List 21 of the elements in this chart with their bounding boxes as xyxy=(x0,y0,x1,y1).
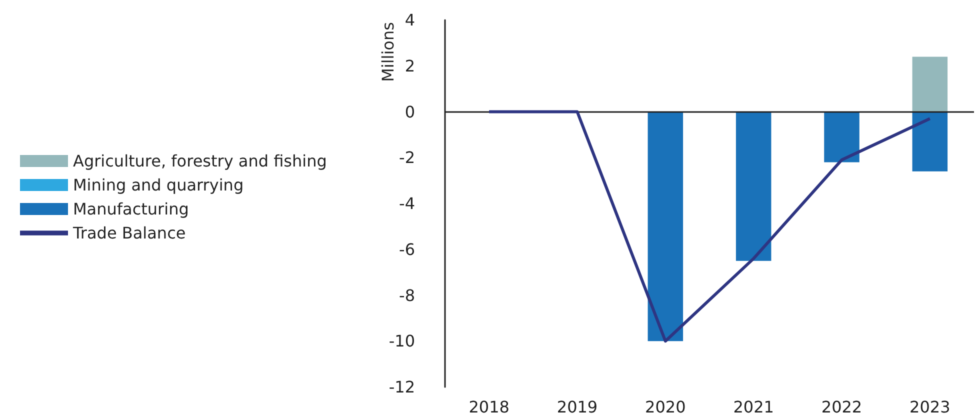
x-tick-label: 2019 xyxy=(556,398,598,416)
x-tick-label: 2020 xyxy=(645,398,686,416)
y-tick-label: -6 xyxy=(399,240,415,259)
y-tick-label: -10 xyxy=(388,332,415,351)
y-tick-label: -8 xyxy=(399,286,415,305)
legend-label: Agriculture, forestry and fishing xyxy=(73,152,327,170)
x-tick-label: 2018 xyxy=(468,398,510,416)
y-tick-label: 4 xyxy=(404,10,415,30)
y-axis-title: Millions xyxy=(378,22,398,82)
y-tick-label: 2 xyxy=(404,56,415,76)
legend-label: Trade Balance xyxy=(72,224,186,242)
line-series xyxy=(488,110,932,343)
x-tick-label: 2022 xyxy=(821,398,862,416)
y-tick-label: -4 xyxy=(399,194,415,213)
x-tick-label: 2023 xyxy=(910,398,950,416)
legend-label: Manufacturing xyxy=(73,200,189,218)
y-tick-label: -12 xyxy=(388,378,415,396)
legend-label: Mining and quarrying xyxy=(73,176,244,194)
x-tick-label: 2021 xyxy=(733,398,774,416)
y-tick-label: 0 xyxy=(404,102,415,122)
y-tick-label: -2 xyxy=(399,148,415,168)
